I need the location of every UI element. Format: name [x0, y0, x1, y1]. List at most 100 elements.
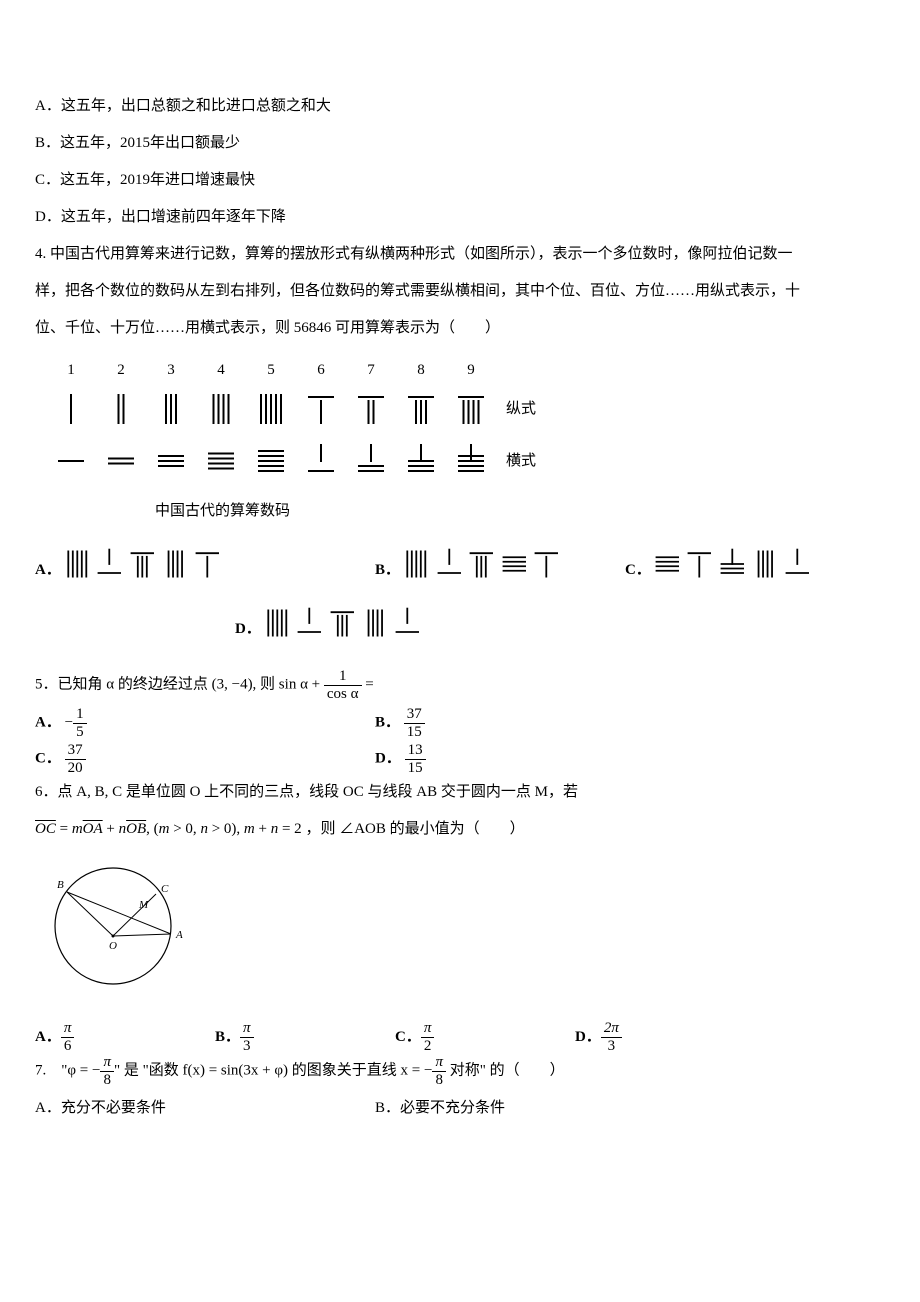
q6-d-label: D． — [575, 1021, 601, 1054]
q6-b-num: π — [240, 1020, 254, 1038]
suanchou-h-1 — [50, 441, 92, 481]
rod-h-4-icon — [651, 546, 684, 595]
rod-v-6-icon — [191, 546, 224, 595]
suanchou-caption: 中国古代的算筹数码 — [155, 495, 885, 528]
rod-v-6-icon — [683, 546, 716, 595]
svg-text:A: A — [175, 929, 183, 941]
suanchou-digit-1: 1 — [50, 354, 92, 387]
q3-opt-d: D．这五年，出口增速前四年逐年下降 — [35, 201, 885, 234]
suanchou-digit-5: 5 — [250, 354, 292, 387]
q5-d-den: 15 — [405, 760, 426, 777]
suanchou-digit-8: 8 — [400, 354, 442, 387]
q7-options: A．充分不必要条件 B．必要不充分条件 — [35, 1092, 885, 1125]
rod-v-5-icon — [400, 546, 433, 595]
svg-text:M: M — [138, 899, 149, 911]
label-vertical: 纵式 — [506, 393, 536, 426]
q7-f1-num: π — [100, 1054, 114, 1072]
rod-h-6-icon — [391, 605, 424, 654]
q5-b-den: 15 — [404, 724, 425, 741]
q5-stem: 5．已知角 α 的终边经过点 (3, −4), 则 sin α + 1cos α… — [35, 668, 885, 702]
rod-v-8-icon — [326, 605, 359, 654]
q5-opt-c: C． 3720 — [35, 742, 375, 776]
suanchou-h-8 — [400, 441, 442, 481]
q5-opt-d-label: D． — [375, 750, 401, 766]
rod-v-5-icon — [61, 546, 94, 595]
q5-opt-b: B． 3715 — [375, 706, 715, 740]
q6-opt-d: D． 2π3 — [575, 1020, 755, 1054]
circle-icon: O A B C M — [43, 854, 193, 999]
suanchou-v-4 — [200, 389, 242, 429]
q4-opt-c: C． — [625, 546, 865, 595]
q5-frac-num: 1 — [324, 668, 362, 686]
q4-opt-b: B． — [375, 546, 625, 595]
rod-h-8-icon — [716, 546, 749, 595]
q4-opt-c-label: C． — [625, 554, 651, 587]
q7-f2-den: 8 — [432, 1072, 446, 1089]
q5-c-den: 20 — [65, 760, 86, 777]
suanchou-header: 123456789 — [50, 357, 885, 383]
q4-opt-d: D． — [35, 605, 885, 654]
q5-b-num: 37 — [404, 706, 425, 724]
q6-b-label: B． — [215, 1021, 240, 1054]
rod-v-8-icon — [126, 546, 159, 595]
rod-v-4-icon — [749, 546, 782, 595]
q7-p1: 7. "φ = − — [35, 1062, 100, 1078]
suanchou-h-7 — [350, 441, 392, 481]
suanchou-v-6 — [300, 389, 342, 429]
q7-p3: 对称" 的（ ） — [446, 1062, 565, 1078]
rod-h-6-icon — [93, 546, 126, 595]
q5-a-den: 5 — [73, 724, 87, 741]
q5-frac: 1cos α — [324, 668, 362, 702]
suanchou-h-2 — [100, 441, 142, 481]
q3-opt-b: B．这五年，2015年出口额最少 — [35, 127, 885, 160]
q6-stem-2-suffix: ，则 ∠AOB 的最小值为（ ） — [305, 821, 524, 837]
q5-opt-b-label: B． — [375, 714, 400, 730]
svg-text:B: B — [57, 879, 64, 891]
q7-p2: " 是 "函数 f(x) = sin(3x + φ) 的图象关于直线 x = − — [114, 1062, 432, 1078]
q7-stem: 7. "φ = −π8" 是 "函数 f(x) = sin(3x + φ) 的图… — [35, 1054, 885, 1088]
suanchou-v-9 — [450, 389, 492, 429]
suanchou-h-6 — [300, 441, 342, 481]
q6-opt-a: A． π6 — [35, 1020, 215, 1054]
rod-v-6-icon — [530, 546, 563, 595]
q5-opt-a: A． −15 — [35, 706, 375, 740]
q5-a-num: 1 — [73, 706, 87, 724]
q6-c-num: π — [421, 1020, 435, 1038]
suanchou-v-3 — [150, 389, 192, 429]
q4-opt-b-label: B． — [375, 554, 400, 587]
suanchou-table: 123456789 纵式 横式 — [50, 357, 885, 487]
q6-c-label: C． — [395, 1021, 421, 1054]
q6-stem-2: OC = mOA + nOB, (m > 0, n > 0), m + n = … — [35, 813, 885, 846]
q4-stem-3: 位、千位、十万位……用横式表示，则 56846 可用算筹表示为（ ） — [35, 312, 885, 345]
suanchou-v-5 — [250, 389, 292, 429]
q4-opt-d-label: D． — [235, 613, 261, 646]
q3-opt-a: A．这五年，出口总额之和比进口总额之和大 — [35, 90, 885, 123]
suanchou-v-7 — [350, 389, 392, 429]
label-horizontal: 横式 — [506, 445, 536, 478]
rod-h-4-icon — [498, 546, 531, 595]
rod-v-4-icon — [159, 546, 192, 595]
suanchou-digit-3: 3 — [150, 354, 192, 387]
suanchou-h-4 — [200, 441, 242, 481]
suanchou-digit-7: 7 — [350, 354, 392, 387]
q5-opt-a-label: A． — [35, 714, 61, 730]
q5-opt-c-label: C． — [35, 750, 61, 766]
suanchou-row-vertical: 纵式 — [50, 383, 885, 435]
q4-stem-2: 样，把各个数位的数码从左到右排列，但各位数码的筹式需要纵横相间，其中个位、百位、… — [35, 275, 885, 308]
rod-h-6-icon — [781, 546, 814, 595]
suanchou-digit-4: 4 — [200, 354, 242, 387]
q7-opt-b: B．必要不充分条件 — [375, 1092, 715, 1125]
rod-h-6-icon — [293, 605, 326, 654]
q6-d-den: 3 — [601, 1038, 622, 1055]
rod-v-5-icon — [261, 605, 294, 654]
q4-options: A． B． C． D． — [35, 546, 885, 654]
suanchou-v-1 — [50, 389, 92, 429]
svg-text:O: O — [109, 940, 117, 952]
q6-options: A． π6 B． π3 C． π2 D． 2π3 — [35, 1020, 885, 1054]
q7-f2-num: π — [432, 1054, 446, 1072]
q6-a-den: 6 — [61, 1038, 75, 1055]
q6-a-num: π — [61, 1020, 75, 1038]
q6-opt-b: B． π3 — [215, 1020, 395, 1054]
suanchou-v-2 — [100, 389, 142, 429]
rod-h-6-icon — [433, 546, 466, 595]
